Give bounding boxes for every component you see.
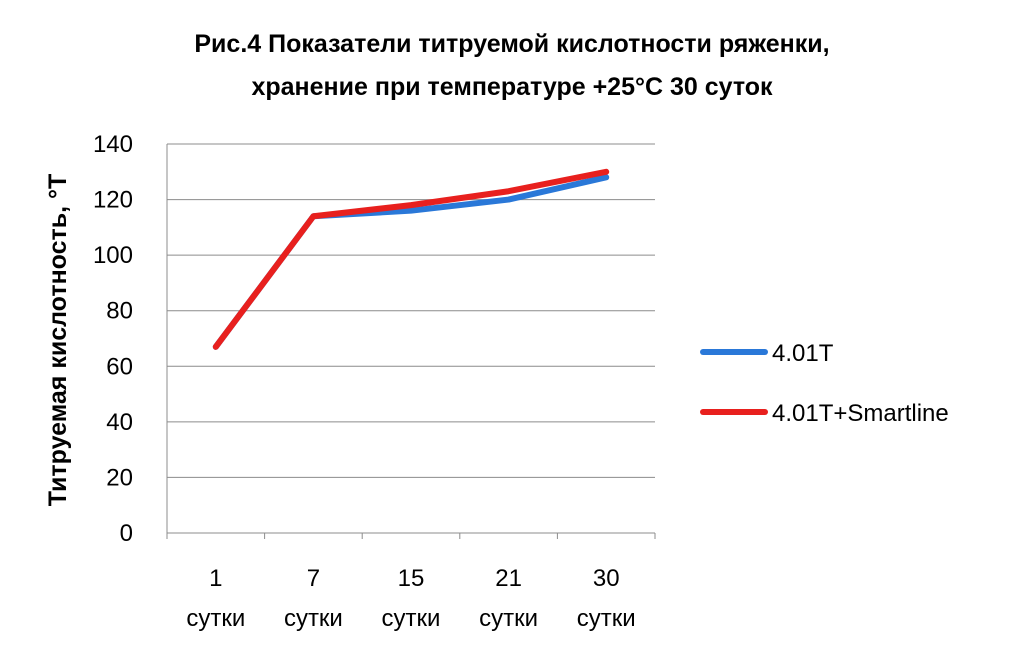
y-tick-label: 20 bbox=[106, 464, 133, 491]
x-tick-label-number: 7 bbox=[307, 565, 320, 592]
y-tick-labels: 0 20 40 60 80 100 120 140 bbox=[93, 131, 133, 547]
y-tick-label: 40 bbox=[106, 409, 133, 436]
y-tick-label: 140 bbox=[93, 131, 133, 158]
x-tick-label-unit: сутки bbox=[577, 605, 636, 632]
legend-label-2: 4.01Т+Smartline bbox=[772, 400, 949, 427]
x-tick-label-unit: сутки bbox=[479, 605, 538, 632]
chart-title-line2: хранение при температуре +25°С 30 суток bbox=[251, 73, 773, 101]
x-tick-labels: 1 сутки 7 сутки 15 сутки 21 сутки 30 сутки bbox=[186, 565, 635, 632]
y-tick-label: 80 bbox=[106, 298, 133, 325]
y-tick-label: 120 bbox=[93, 187, 133, 214]
y-tick-label: 100 bbox=[93, 242, 133, 269]
legend: 4.01Т 4.01Т+Smartline bbox=[700, 340, 949, 427]
y-axis-label: Титруемая кислотность, °Т bbox=[44, 174, 72, 507]
series-line-2 bbox=[212, 168, 610, 350]
x-tick-label-unit: сутки bbox=[284, 605, 343, 632]
y-tick-label: 0 bbox=[120, 520, 133, 547]
y-tick-label: 60 bbox=[106, 353, 133, 380]
chart-title-line1: Рис.4 Показатели титруемой кислотности р… bbox=[194, 30, 829, 58]
x-tick-label-number: 21 bbox=[495, 565, 522, 592]
x-tick-label-number: 15 bbox=[398, 565, 425, 592]
legend-label-1: 4.01Т bbox=[772, 340, 834, 367]
x-tick-label-unit: сутки bbox=[382, 605, 441, 632]
grid-lines bbox=[166, 143, 656, 539]
x-tick-label-number: 30 bbox=[593, 565, 620, 592]
x-tick-label-number: 1 bbox=[209, 565, 222, 592]
series-lines bbox=[212, 168, 610, 350]
x-tick-label-unit: сутки bbox=[186, 605, 245, 632]
